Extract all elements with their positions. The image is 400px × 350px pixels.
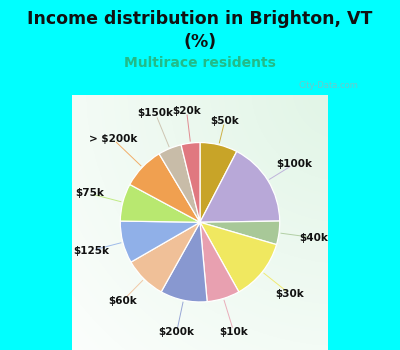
- Wedge shape: [131, 222, 200, 292]
- Text: (%): (%): [184, 33, 216, 51]
- Text: $30k: $30k: [275, 289, 304, 299]
- Text: City-Data.com: City-Data.com: [298, 81, 358, 90]
- Text: $40k: $40k: [299, 233, 328, 243]
- Wedge shape: [200, 142, 237, 222]
- Wedge shape: [200, 152, 280, 222]
- Text: $10k: $10k: [219, 327, 248, 337]
- Wedge shape: [159, 145, 200, 222]
- Text: Income distribution in Brighton, VT: Income distribution in Brighton, VT: [27, 10, 373, 28]
- Text: $200k: $200k: [159, 327, 195, 337]
- Wedge shape: [181, 142, 200, 222]
- Text: $75k: $75k: [75, 188, 104, 198]
- Text: $100k: $100k: [276, 159, 312, 169]
- Wedge shape: [120, 184, 200, 222]
- Wedge shape: [120, 221, 200, 262]
- Text: $150k: $150k: [138, 108, 174, 119]
- Text: > $200k: > $200k: [89, 134, 137, 144]
- Wedge shape: [200, 221, 280, 245]
- Text: $125k: $125k: [73, 246, 109, 256]
- Text: $50k: $50k: [210, 116, 239, 126]
- Text: Multirace residents: Multirace residents: [124, 56, 276, 70]
- Wedge shape: [200, 222, 276, 292]
- Wedge shape: [161, 222, 207, 302]
- Wedge shape: [130, 154, 200, 222]
- Text: $60k: $60k: [108, 296, 137, 306]
- Text: $20k: $20k: [172, 106, 201, 116]
- Wedge shape: [200, 222, 239, 302]
